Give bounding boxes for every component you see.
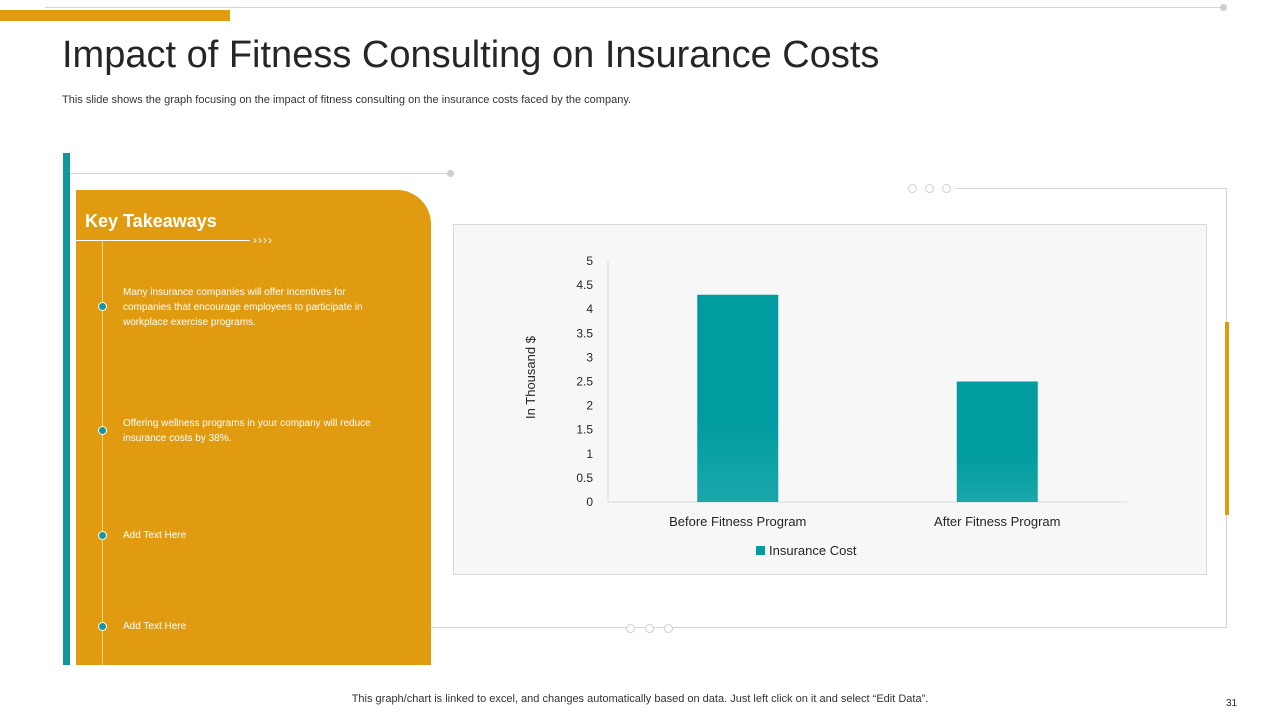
- bar-chart-svg[interactable]: 0 0.5 1 1.5 2 2.5 3 3.5 4 4.5 5 In Thousand $ Before…: [454, 225, 1208, 576]
- y-tick-label: 2.5: [576, 375, 593, 389]
- key-takeaways-underline: [76, 240, 250, 241]
- frame-bottom-line: [431, 627, 1227, 628]
- frame-circle: [664, 624, 673, 633]
- y-tick-label: 1: [586, 447, 593, 461]
- key-takeaways-panel: [76, 190, 431, 665]
- frame-circle: [626, 624, 635, 633]
- page-title: Impact of Fitness Consulting on Insuranc…: [62, 34, 880, 76]
- panel-top-line: [70, 173, 448, 174]
- takeaway-item: Offering wellness programs in your compa…: [123, 418, 371, 444]
- chevrons-icon: ››››: [253, 233, 273, 247]
- y-tick-label: 3: [586, 350, 593, 364]
- chart-area[interactable]: 0 0.5 1 1.5 2 2.5 3 3.5 4 4.5 5 In Thousand $ Before…: [453, 224, 1207, 575]
- frame-circle: [645, 624, 654, 633]
- y-tick-label: 0: [586, 495, 593, 509]
- right-accent-bar: [1225, 322, 1229, 515]
- footer-note: This graph/chart is linked to excel, and…: [351, 693, 929, 705]
- y-tick-label: 1.5: [576, 423, 593, 437]
- x-tick-label: After Fitness Program: [934, 514, 1060, 529]
- x-tick-label: Before Fitness Program: [669, 514, 806, 529]
- frame-circle: [942, 184, 951, 193]
- top-accent-bar: [0, 10, 230, 21]
- legend-swatch: [756, 546, 765, 555]
- takeaway-item: Many insurance companies will offer ince…: [123, 287, 363, 328]
- frame-circle: [925, 184, 934, 193]
- y-tick-label: 5: [586, 254, 593, 268]
- page-subtitle: This slide shows the graph focusing on t…: [62, 94, 632, 106]
- top-divider-dot: [1220, 4, 1227, 11]
- y-tick-label: 0.5: [576, 471, 593, 485]
- timeline-dot: [98, 302, 107, 311]
- bar: [956, 381, 1038, 502]
- frame-top-line: [955, 188, 1227, 189]
- frame-circle: [908, 184, 917, 193]
- timeline-dot: [98, 622, 107, 631]
- y-tick-label: 4: [586, 302, 593, 316]
- y-axis-label: In Thousand $: [523, 335, 538, 419]
- top-divider-line: [45, 7, 1225, 8]
- timeline-line: [102, 241, 103, 665]
- y-tick-label: 4.5: [576, 278, 593, 292]
- takeaway-item: Add Text Here: [123, 530, 187, 541]
- takeaway-item: Add Text Here: [123, 621, 187, 632]
- timeline-dot: [98, 426, 107, 435]
- legend-label: Insurance Cost: [769, 543, 857, 558]
- panel-line-dot: [447, 170, 454, 177]
- y-tick-label: 2: [586, 399, 593, 413]
- teal-side-bar: [63, 153, 70, 665]
- bar: [697, 294, 779, 502]
- y-tick-label: 3.5: [576, 326, 593, 340]
- key-takeaways-title: Key Takeaways: [85, 211, 217, 231]
- page-number: 31: [1226, 698, 1238, 709]
- timeline-dot: [98, 531, 107, 540]
